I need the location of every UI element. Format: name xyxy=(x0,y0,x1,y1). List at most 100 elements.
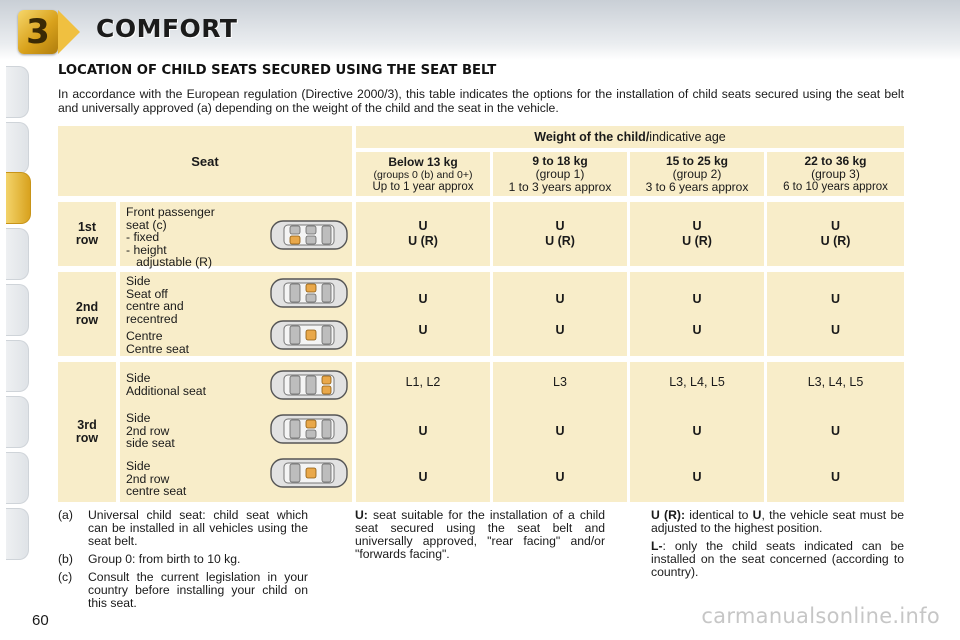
weight-header: Weight of the child/indicative age xyxy=(356,126,904,148)
group-name: (groups 0 (b) and 0+) xyxy=(373,168,473,181)
cell-r1-g0: U U (R) xyxy=(356,202,490,266)
cell-r2-g0: U U xyxy=(356,272,490,356)
footnote-text: Group 0: from birth to 10 kg. xyxy=(88,552,241,566)
row-label-line: row xyxy=(75,233,99,247)
weight-header-bold: Weight of the child/ xyxy=(534,129,650,144)
cell-value: U xyxy=(692,219,702,233)
cell-r1-g1: U U (R) xyxy=(493,202,627,266)
legend-l: L-: only the child seats indicated can b… xyxy=(651,540,904,579)
footnote-c: (c) Consult the current legislation in y… xyxy=(58,571,308,610)
footnote-mark: (b) xyxy=(58,552,73,566)
cell-r3-g1: L3 U U xyxy=(493,362,627,502)
car-seat-3rd-row-centre-icon xyxy=(270,458,348,488)
side-tab-1[interactable] xyxy=(6,66,29,118)
group-name: (group 2) xyxy=(672,166,722,181)
desc-line: Side xyxy=(126,411,151,425)
footnotes-left: (a) Universal child seat: child seat whi… xyxy=(58,509,308,615)
legend-text: seat suitable for the installation of a … xyxy=(355,508,605,561)
legend-right: U (R): identical to U, the vehicle seat … xyxy=(651,509,904,579)
cell-value: U (R) xyxy=(408,234,438,248)
cell-r2-g1: U U xyxy=(493,272,627,356)
cell-value: U xyxy=(692,292,702,306)
side-tab-9[interactable] xyxy=(6,508,29,560)
row2-centre-description: Centre Centre seat xyxy=(126,330,189,355)
legend-text: identical to xyxy=(685,508,753,522)
intro-paragraph: In accordance with the European regulati… xyxy=(58,87,904,115)
side-tab-8[interactable] xyxy=(6,452,29,504)
side-chapter-tabs xyxy=(0,62,34,582)
group-weight: 22 to 36 kg xyxy=(804,154,867,168)
row-label-line: 3rd xyxy=(77,418,97,432)
cell-value: U xyxy=(830,424,841,438)
header-arrow-icon xyxy=(58,10,80,54)
cell-value: U xyxy=(692,323,702,337)
legend-term: U: xyxy=(355,508,368,522)
car-seat-2nd-row-side-icon xyxy=(270,278,348,308)
cell-value: U xyxy=(830,470,841,484)
side-tab-4[interactable] xyxy=(6,228,29,280)
row-label-line: 2nd xyxy=(75,300,99,314)
section-title: LOCATION OF CHILD SEATS SECURED USING TH… xyxy=(58,63,497,78)
legend-term: U xyxy=(752,508,762,522)
side-tab-6[interactable] xyxy=(6,340,29,392)
legend-u-r: U (R): identical to U, the vehicle seat … xyxy=(651,509,904,535)
group-age: 6 to 10 years approx xyxy=(783,181,888,193)
car-seat-3rd-row-additional-icon xyxy=(270,370,348,400)
legend-term: L- xyxy=(651,539,663,553)
header-shine xyxy=(0,42,960,60)
desc-line: Seat off xyxy=(126,286,168,301)
group-header-3: 22 to 36 kg (group 3) 6 to 10 years appr… xyxy=(767,152,904,196)
cell-value: U (R) xyxy=(820,234,851,248)
legend-text: , the vehicle seat must be adjusted to t… xyxy=(651,508,904,535)
side-tab-3-active[interactable] xyxy=(6,172,31,224)
seat-column-header: Seat xyxy=(58,126,352,196)
row-label-1st: 1st row xyxy=(58,202,116,266)
cell-value: U xyxy=(555,292,565,306)
cell-r3-g2: L3, L4, L5 U U xyxy=(630,362,764,502)
desc-line: Centre xyxy=(126,329,163,343)
side-tab-2[interactable] xyxy=(6,122,29,174)
cell-r3-g0: L1, L2 U U xyxy=(356,362,490,502)
desc-line: 2nd row xyxy=(126,471,170,486)
cell-r1-g3: U U (R) xyxy=(767,202,904,266)
chapter-title: COMFORT xyxy=(96,14,238,43)
footnote-mark: (a) xyxy=(58,508,73,522)
group-header-0: Below 13 kg (groups 0 (b) and 0+) Up to … xyxy=(356,152,490,196)
watermark: carmanualsonline.info xyxy=(701,604,940,628)
cell-value: U xyxy=(418,470,428,484)
desc-line: adjustable (R) xyxy=(126,255,213,269)
cell-r2-g3: U U xyxy=(767,272,904,356)
row1-seat-cell: Front passenger seat (c) - fixed - heigh… xyxy=(120,202,352,269)
footnote-b: (b) Group 0: from birth to 10 kg. xyxy=(58,553,308,566)
desc-line: - height xyxy=(126,242,167,257)
group-weight: 9 to 18 kg xyxy=(532,153,588,168)
row-label-line: 1st xyxy=(77,220,97,234)
group-name: (group 3) xyxy=(811,167,860,181)
cell-value: U xyxy=(555,219,565,233)
car-seat-front-passenger-icon xyxy=(270,220,348,250)
cell-value: U xyxy=(692,470,702,484)
footnote-a: (a) Universal child seat: child seat whi… xyxy=(58,509,308,548)
row3-seat-cell: Side Additional seat Side 2nd row side s… xyxy=(120,362,352,502)
child-seat-table: Seat Weight of the child/indicative age … xyxy=(58,126,904,502)
weight-header-rest: indicative age xyxy=(649,129,726,144)
desc-line: - fixed xyxy=(126,230,160,244)
cell-value: U xyxy=(555,424,565,438)
group-header-2: 15 to 25 kg (group 2) 3 to 6 years appro… xyxy=(630,152,764,196)
row-label-2nd: 2nd row xyxy=(58,272,116,356)
group-weight: 15 to 25 kg xyxy=(665,153,729,168)
row1-seat-description: Front passenger seat (c) - fixed - heigh… xyxy=(126,206,215,269)
page-number: 60 xyxy=(32,612,49,629)
row2-seat-cell: Side Seat off centre and recentred Centr… xyxy=(120,272,352,356)
group-age: 1 to 3 years approx xyxy=(508,179,612,194)
row3-centre-description: Side 2nd row centre seat xyxy=(126,460,186,498)
row-label-3rd: 3rd row xyxy=(58,362,116,502)
side-tab-5[interactable] xyxy=(6,284,29,336)
cell-value: U (R) xyxy=(545,234,575,248)
side-tab-7[interactable] xyxy=(6,396,29,448)
group-age: 3 to 6 years approx xyxy=(645,179,749,194)
cell-value: L3 xyxy=(553,375,567,389)
cell-r3-g3: L3, L4, L5 U U xyxy=(767,362,904,502)
desc-line: Additional seat xyxy=(126,383,206,398)
cell-value: L3, L4, L5 xyxy=(807,375,864,389)
